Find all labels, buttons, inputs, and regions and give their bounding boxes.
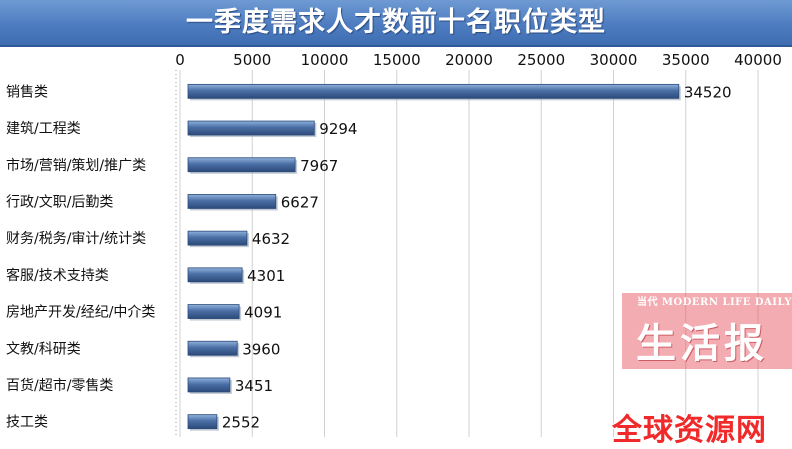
watermark-chinese: 生活报 <box>636 321 768 367</box>
x-tick-label: 0 <box>175 51 185 69</box>
category-label: 行政/文职/后勤类 <box>6 194 113 210</box>
x-tick-label: 25000 <box>517 51 565 69</box>
title-bar <box>0 0 792 47</box>
value-label: 6627 <box>281 193 319 211</box>
bar <box>187 157 296 173</box>
value-label: 34520 <box>684 83 732 101</box>
value-label: 3451 <box>235 377 273 395</box>
value-label: 9294 <box>319 120 357 138</box>
bar <box>187 267 243 283</box>
x-tick-label: 15000 <box>373 51 421 69</box>
category-label: 建筑/工程类 <box>6 121 81 137</box>
bar <box>187 414 218 430</box>
value-label: 7967 <box>300 157 338 175</box>
category-label: 财务/税务/审计/统计类 <box>6 231 146 247</box>
value-label: 2552 <box>222 414 260 432</box>
category-label: 百货/超市/零售类 <box>6 377 113 394</box>
x-tick-label: 10000 <box>301 51 349 69</box>
bar-chart: 0 5000 10000 15000 20000 25000 30000 35000 40000… <box>6 51 782 437</box>
value-label: 3960 <box>242 340 280 358</box>
category-label: 房地产开发/经纪/中介类 <box>6 305 155 321</box>
value-label: 4632 <box>252 230 290 248</box>
x-tick-label: 20000 <box>445 51 493 69</box>
category-label: 市场/营销/策划/推广类 <box>6 157 146 174</box>
bar <box>187 194 277 209</box>
chart-title: 一季度需求人才数前十名职位类型 <box>186 7 606 38</box>
value-label: 4091 <box>244 304 282 322</box>
site-watermark: 全球资源网 <box>612 413 767 448</box>
bar <box>187 83 680 99</box>
x-tick-label: 30000 <box>590 51 638 69</box>
watermark-english: 当代 MODERN LIFE DAILY <box>636 297 792 308</box>
bar <box>187 304 240 319</box>
bar <box>187 377 231 393</box>
bar <box>187 120 315 136</box>
x-tick-label: 40000 <box>734 51 782 69</box>
bar <box>187 340 238 356</box>
category-label: 文教/科研类 <box>6 341 81 357</box>
x-tick-label: 35000 <box>662 51 710 69</box>
value-label: 4301 <box>247 267 285 285</box>
category-label: 销售类 <box>6 84 48 100</box>
newspaper-watermark <box>622 293 792 369</box>
category-label: 客服/技术支持类 <box>6 267 109 284</box>
bar <box>187 230 248 246</box>
category-label: 技工类 <box>6 415 48 431</box>
x-tick-label: 5000 <box>233 51 271 69</box>
